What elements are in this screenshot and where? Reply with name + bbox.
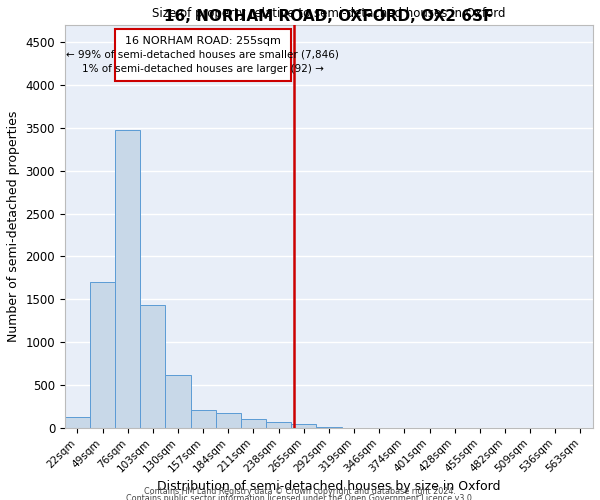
Bar <box>166 375 191 428</box>
Bar <box>140 306 166 428</box>
Bar <box>191 410 216 428</box>
Bar <box>241 420 266 428</box>
Bar <box>266 422 291 428</box>
Text: Size of property relative to semi-detached houses in Oxford: Size of property relative to semi-detach… <box>152 6 506 20</box>
Bar <box>65 417 90 428</box>
Bar <box>316 427 341 428</box>
Text: 1% of semi-detached houses are larger (92) →: 1% of semi-detached houses are larger (9… <box>82 64 324 74</box>
Bar <box>90 282 115 428</box>
Text: ← 99% of semi-detached houses are smaller (7,846): ← 99% of semi-detached houses are smalle… <box>67 50 340 60</box>
Bar <box>115 130 140 428</box>
Bar <box>291 424 316 428</box>
FancyBboxPatch shape <box>115 29 291 80</box>
Text: Contains public sector information licensed under the Open Government Licence v3: Contains public sector information licen… <box>126 494 474 500</box>
Text: Contains HM Land Registry data © Crown copyright and database right 2024.: Contains HM Land Registry data © Crown c… <box>144 487 456 496</box>
Y-axis label: Number of semi-detached properties: Number of semi-detached properties <box>7 110 20 342</box>
Title: 16, NORHAM ROAD, OXFORD, OX2 6SF: 16, NORHAM ROAD, OXFORD, OX2 6SF <box>164 9 494 24</box>
X-axis label: Distribution of semi-detached houses by size in Oxford: Distribution of semi-detached houses by … <box>157 480 501 493</box>
Text: 16 NORHAM ROAD: 255sqm: 16 NORHAM ROAD: 255sqm <box>125 36 281 46</box>
Bar <box>216 414 241 428</box>
